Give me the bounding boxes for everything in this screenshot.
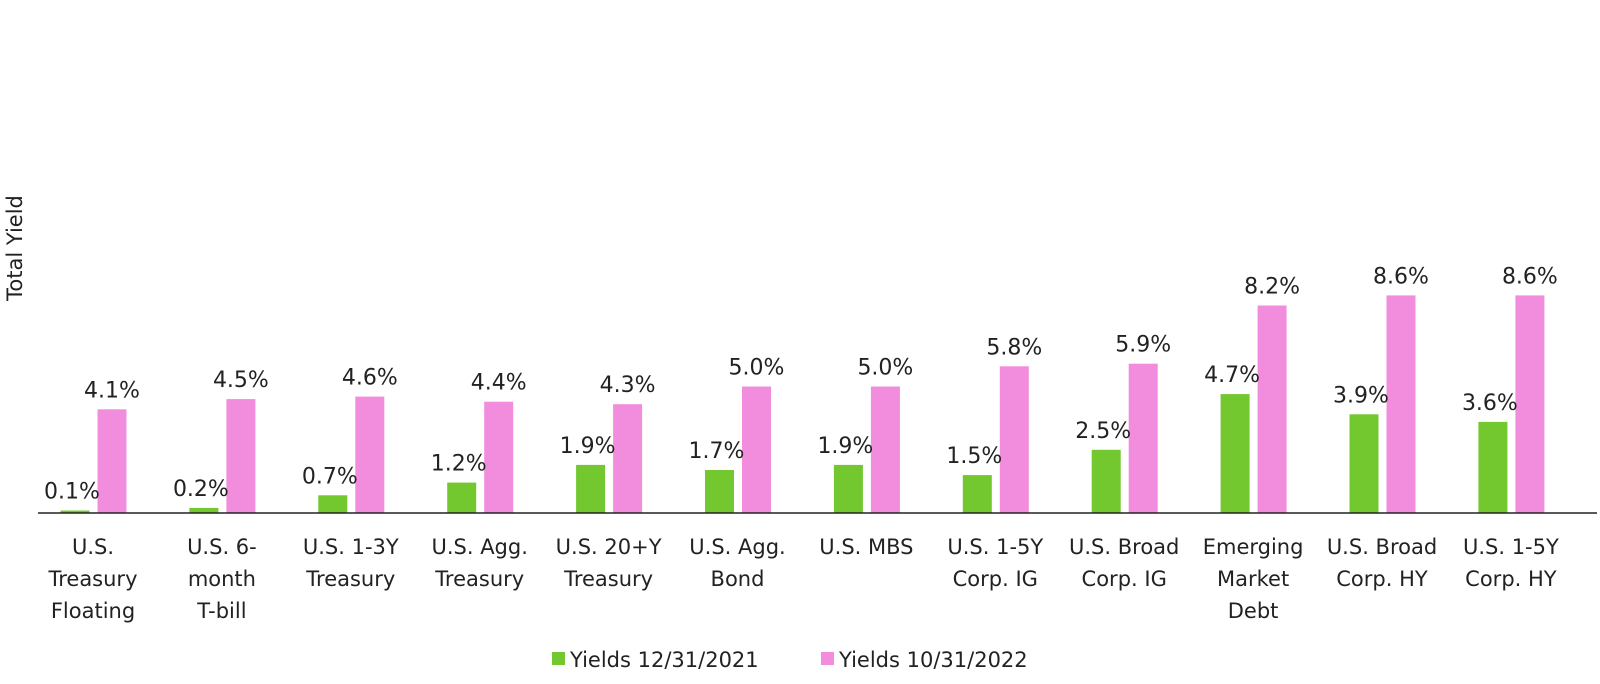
value-label-s1-7: 5.8% bbox=[986, 335, 1042, 360]
category-label-7-line-0: U.S. 1-5Y bbox=[947, 535, 1043, 559]
value-label-s1-5: 5.0% bbox=[729, 356, 785, 381]
value-label-s0-9: 4.7% bbox=[1204, 363, 1260, 388]
category-label-9-line-0: Emerging bbox=[1203, 535, 1304, 559]
bar-s0-2 bbox=[318, 495, 348, 513]
category-label-5-line-0: U.S. Agg. bbox=[689, 535, 785, 559]
category-label-6-line-0: U.S. MBS bbox=[819, 535, 913, 559]
value-label-s0-8: 2.5% bbox=[1075, 419, 1131, 444]
bar-s1-1 bbox=[226, 399, 256, 513]
bar-s0-6 bbox=[833, 464, 863, 513]
legend-swatch-0 bbox=[552, 652, 565, 665]
category-label-0-line-2: Floating bbox=[51, 599, 135, 623]
category-label-9-line-2: Debt bbox=[1228, 599, 1279, 623]
category-label-2-line-1: Treasury bbox=[305, 567, 395, 591]
bar-s0-9 bbox=[1220, 394, 1250, 513]
bar-s1-7 bbox=[999, 366, 1029, 513]
value-label-s0-6: 1.9% bbox=[817, 434, 873, 459]
value-label-s0-7: 1.5% bbox=[946, 444, 1002, 469]
category-label-1-line-0: U.S. 6- bbox=[187, 535, 257, 559]
category-label-4-line-1: Treasury bbox=[563, 567, 653, 591]
category-label-9-line-1: Market bbox=[1217, 567, 1289, 591]
bar-s0-0 bbox=[60, 510, 90, 513]
bar-s1-3 bbox=[484, 401, 514, 513]
category-label-8-line-1: Corp. IG bbox=[1082, 567, 1167, 591]
legend-label-0: Yields 12/31/2021 bbox=[569, 648, 759, 672]
category-label-3-line-0: U.S. Agg. bbox=[431, 535, 527, 559]
bar-s0-7 bbox=[962, 475, 992, 514]
bar-s0-3 bbox=[447, 482, 477, 513]
value-label-s1-10: 8.6% bbox=[1373, 264, 1429, 289]
value-label-s1-8: 5.9% bbox=[1115, 333, 1171, 358]
bar-s1-8 bbox=[1128, 363, 1158, 513]
value-label-s1-0: 4.1% bbox=[84, 378, 140, 403]
bar-s1-10 bbox=[1386, 295, 1416, 513]
bar-s1-9 bbox=[1257, 305, 1287, 513]
value-label-s0-1: 0.2% bbox=[173, 477, 229, 502]
category-label-2-line-0: U.S. 1-3Y bbox=[303, 535, 399, 559]
value-label-s0-11: 3.6% bbox=[1462, 391, 1518, 416]
category-label-4-line-0: U.S. 20+Y bbox=[556, 535, 662, 559]
bar-s1-0 bbox=[97, 409, 127, 513]
category-label-10-line-0: U.S. Broad bbox=[1327, 535, 1437, 559]
value-label-s1-6: 5.0% bbox=[857, 356, 913, 381]
category-labels-layer: U.S. Treasury Floating U.S. 6- month T-bill U.… bbox=[47, 535, 1559, 623]
value-label-s1-4: 4.3% bbox=[600, 373, 656, 398]
bar-s1-6 bbox=[870, 386, 900, 513]
bar-s1-5 bbox=[742, 386, 771, 513]
legend-label-1: Yields 10/31/2022 bbox=[838, 648, 1028, 672]
value-label-s1-2: 4.6% bbox=[342, 366, 398, 391]
legend: Yields 12/31/2021 Yields 10/31/2022 bbox=[552, 648, 1028, 672]
value-labels-layer: 0.1% 4.1% 0.2% 4.5% 0.7% 4.6% 1.2% 4.4% 1.9% 4.3%… bbox=[44, 264, 1558, 504]
bar-s0-5 bbox=[705, 470, 734, 513]
category-label-1-line-2: T-bill bbox=[196, 599, 246, 623]
category-label-0-line-0: U.S. bbox=[72, 535, 114, 559]
bar-s0-4 bbox=[576, 464, 606, 513]
category-label-11-line-1: Corp. HY bbox=[1465, 567, 1557, 591]
value-label-s1-1: 4.5% bbox=[213, 368, 269, 393]
category-label-10-line-1: Corp. HY bbox=[1336, 567, 1428, 591]
bar-s0-8 bbox=[1091, 449, 1121, 514]
category-label-3-line-1: Treasury bbox=[434, 567, 524, 591]
category-label-11-line-0: U.S. 1-5Y bbox=[1463, 535, 1559, 559]
bar-s0-10 bbox=[1349, 414, 1379, 513]
bar-s0-11 bbox=[1478, 421, 1508, 513]
value-label-s1-3: 4.4% bbox=[471, 371, 527, 396]
value-label-s0-5: 1.7% bbox=[689, 439, 745, 464]
bars-layer bbox=[60, 295, 1545, 514]
y-axis-label: Total Yield bbox=[3, 195, 27, 302]
value-label-s0-2: 0.7% bbox=[302, 464, 358, 489]
category-label-5-line-1: Bond bbox=[711, 567, 765, 591]
category-label-1-line-1: month bbox=[188, 567, 256, 591]
bar-s1-11 bbox=[1515, 295, 1545, 513]
bar-s0-1 bbox=[189, 507, 219, 513]
category-label-0-line-1: Treasury bbox=[47, 567, 137, 591]
bar-s1-2 bbox=[355, 396, 385, 513]
category-label-7-line-1: Corp. IG bbox=[953, 567, 1038, 591]
value-label-s0-4: 1.9% bbox=[560, 434, 616, 459]
value-label-s0-10: 3.9% bbox=[1333, 383, 1389, 408]
value-label-s1-9: 8.2% bbox=[1244, 275, 1300, 300]
value-label-s0-0: 0.1% bbox=[44, 480, 100, 505]
value-label-s1-11: 8.6% bbox=[1502, 264, 1558, 289]
value-label-s0-3: 1.2% bbox=[431, 452, 487, 477]
legend-swatch-1 bbox=[821, 652, 834, 665]
category-label-8-line-0: U.S. Broad bbox=[1069, 535, 1179, 559]
bar-s1-4 bbox=[613, 404, 643, 513]
